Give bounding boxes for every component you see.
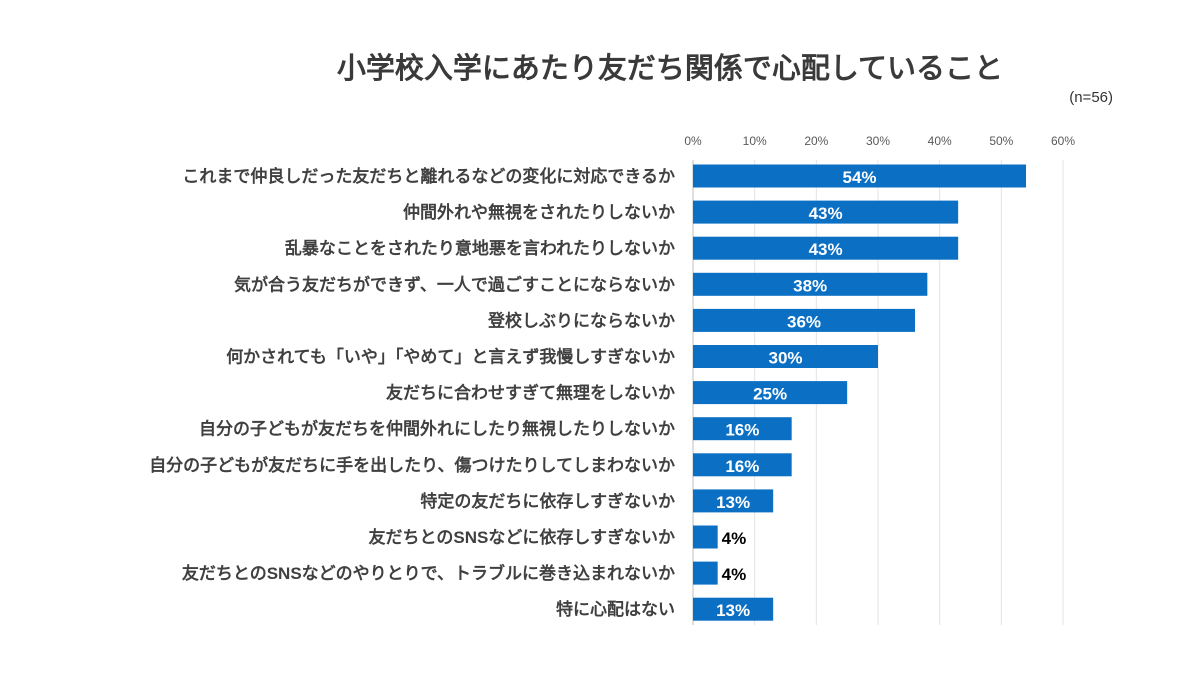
bar <box>693 272 928 296</box>
bar <box>693 381 848 405</box>
category-label: 友だちとのSNSなどに依存しすぎないか <box>369 527 675 547</box>
value-label: 4% <box>722 529 747 548</box>
value-label: 30% <box>768 349 802 368</box>
bar <box>693 489 774 513</box>
category-label: 登校しぶりにならないか <box>487 310 675 330</box>
value-label: 13% <box>716 601 750 620</box>
category-label: 乱暴なことをされたり意地悪を言われたりしないか <box>285 238 675 258</box>
value-label: 43% <box>809 240 843 259</box>
value-label: 13% <box>716 493 750 512</box>
bar <box>693 561 718 585</box>
bar <box>693 200 959 224</box>
bar <box>693 525 718 549</box>
category-label: 仲間外れや無視をされたりしないか <box>403 202 675 222</box>
x-tick-label: 40% <box>928 134 952 148</box>
value-label: 38% <box>793 276 827 295</box>
sample-size-note: (n=56) <box>1069 89 1113 106</box>
category-label: 気が合う友だちができず、一人で過ごすことにならないか <box>233 274 675 294</box>
value-label: 4% <box>722 565 747 584</box>
value-label: 16% <box>725 457 759 476</box>
x-tick-label: 20% <box>804 134 828 148</box>
x-tick-label: 50% <box>989 134 1013 148</box>
category-label: 友だちとのSNSなどのやりとりで、トラブルに巻き込まれないか <box>182 563 675 583</box>
x-tick-label: 30% <box>866 134 890 148</box>
bar <box>693 345 878 368</box>
bar <box>693 164 1026 188</box>
category-label: 自分の子どもが友だちを仲間外れにしたり無視したりしないか <box>199 419 675 439</box>
category-label: 特に心配はない <box>556 599 675 619</box>
category-label: 友だちに合わせすぎて無理をしないか <box>386 383 675 403</box>
bar <box>693 308 915 332</box>
bar <box>693 453 792 477</box>
chart-title: 小学校入学にあたり友だち関係で心配していること <box>337 51 1003 85</box>
x-tick-label: 10% <box>743 134 767 148</box>
category-label: 特定の友だちに依存しすぎないか <box>420 491 675 511</box>
value-label: 43% <box>809 204 843 223</box>
value-label: 25% <box>753 385 787 404</box>
value-label: 16% <box>725 421 759 440</box>
x-tick-label: 0% <box>684 134 702 148</box>
value-label: 54% <box>842 168 876 187</box>
category-label: これまで仲良しだった友だちと離れるなどの変化に対応できるか <box>182 166 675 186</box>
bar <box>693 417 792 441</box>
category-label: 自分の子どもが友だちに手を出したり、傷つけたりしてしまわないか <box>149 455 675 475</box>
bar <box>693 236 959 260</box>
category-label: 何かされても「いや」「やめて」と言えず我慢しすぎないか <box>226 347 675 367</box>
value-label: 36% <box>787 312 821 331</box>
bar <box>693 597 774 621</box>
x-tick-label: 60% <box>1051 134 1075 148</box>
